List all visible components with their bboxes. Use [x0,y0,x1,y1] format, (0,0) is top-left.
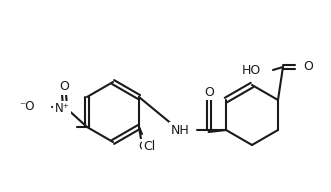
Text: Cl: Cl [138,141,150,153]
Text: ⁻O: ⁻O [20,100,35,113]
Text: HO: HO [242,64,261,76]
Text: N⁺: N⁺ [55,103,70,116]
Text: O: O [59,80,69,94]
Text: Cl: Cl [143,141,155,153]
Text: NH: NH [170,123,189,137]
Text: O: O [204,85,214,98]
Text: O: O [303,60,313,74]
